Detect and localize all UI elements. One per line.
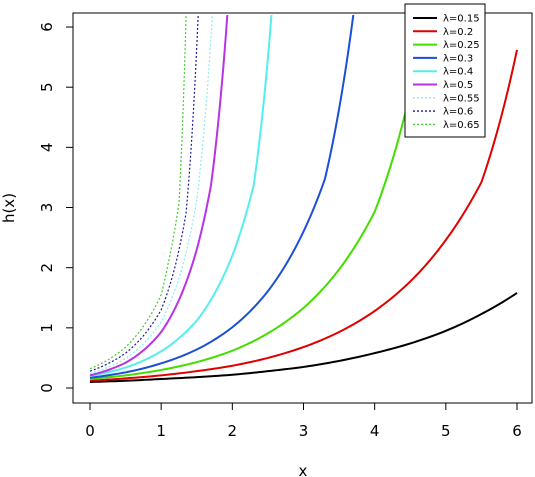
series-line-4 xyxy=(89,14,355,379)
x-tick-label: 2 xyxy=(228,422,238,440)
x-tick-label: 6 xyxy=(512,422,522,440)
x-tick-label: 5 xyxy=(441,422,451,440)
y-tick-label: 1 xyxy=(38,323,56,333)
legend-label-1: λ=0.15 xyxy=(443,14,480,25)
y-axis-label: h(x) xyxy=(0,193,18,223)
y-tick-label: 4 xyxy=(38,143,56,153)
series-line-9 xyxy=(89,14,187,370)
plot-lines xyxy=(89,14,518,383)
x-tick-label: 3 xyxy=(299,422,309,440)
x-tick-label: 1 xyxy=(156,422,166,440)
y-tick-label: 2 xyxy=(38,263,56,273)
x-tick-label: 0 xyxy=(85,422,95,440)
series-line-2 xyxy=(89,49,518,382)
x-axis: 0 1 2 3 4 5 6 xyxy=(85,403,522,440)
series-line-7 xyxy=(89,14,214,375)
legend-label-8: λ=0.6 xyxy=(443,107,473,118)
y-tick-label: 5 xyxy=(38,82,56,92)
series-line-6 xyxy=(89,14,229,377)
legend-label-3: λ=0.25 xyxy=(443,40,480,51)
series-line-5 xyxy=(89,14,273,377)
y-axis: 0 1 2 3 4 5 6 xyxy=(38,22,73,393)
legend: λ=0.15 λ=0.2 λ=0.25 λ=0.3 λ=0.4 λ=0.5 λ=0.55 λ=… xyxy=(404,3,486,138)
y-tick-label: 6 xyxy=(38,22,56,32)
y-tick-label: 0 xyxy=(38,383,56,393)
legend-label-9: λ=0.65 xyxy=(443,120,480,131)
series-line-8 xyxy=(89,14,199,372)
series-line-3 xyxy=(89,14,426,380)
x-tick-label: 4 xyxy=(370,422,380,440)
series-line-1 xyxy=(89,292,518,383)
y-tick-label: 3 xyxy=(38,203,56,213)
legend-label-4: λ=0.3 xyxy=(443,53,473,64)
legend-label-7: λ=0.55 xyxy=(443,93,480,104)
legend-label-5: λ=0.4 xyxy=(443,67,473,78)
legend-label-2: λ=0.2 xyxy=(443,27,473,38)
legend-label-6: λ=0.5 xyxy=(443,80,473,91)
x-axis-label: x xyxy=(299,462,308,477)
